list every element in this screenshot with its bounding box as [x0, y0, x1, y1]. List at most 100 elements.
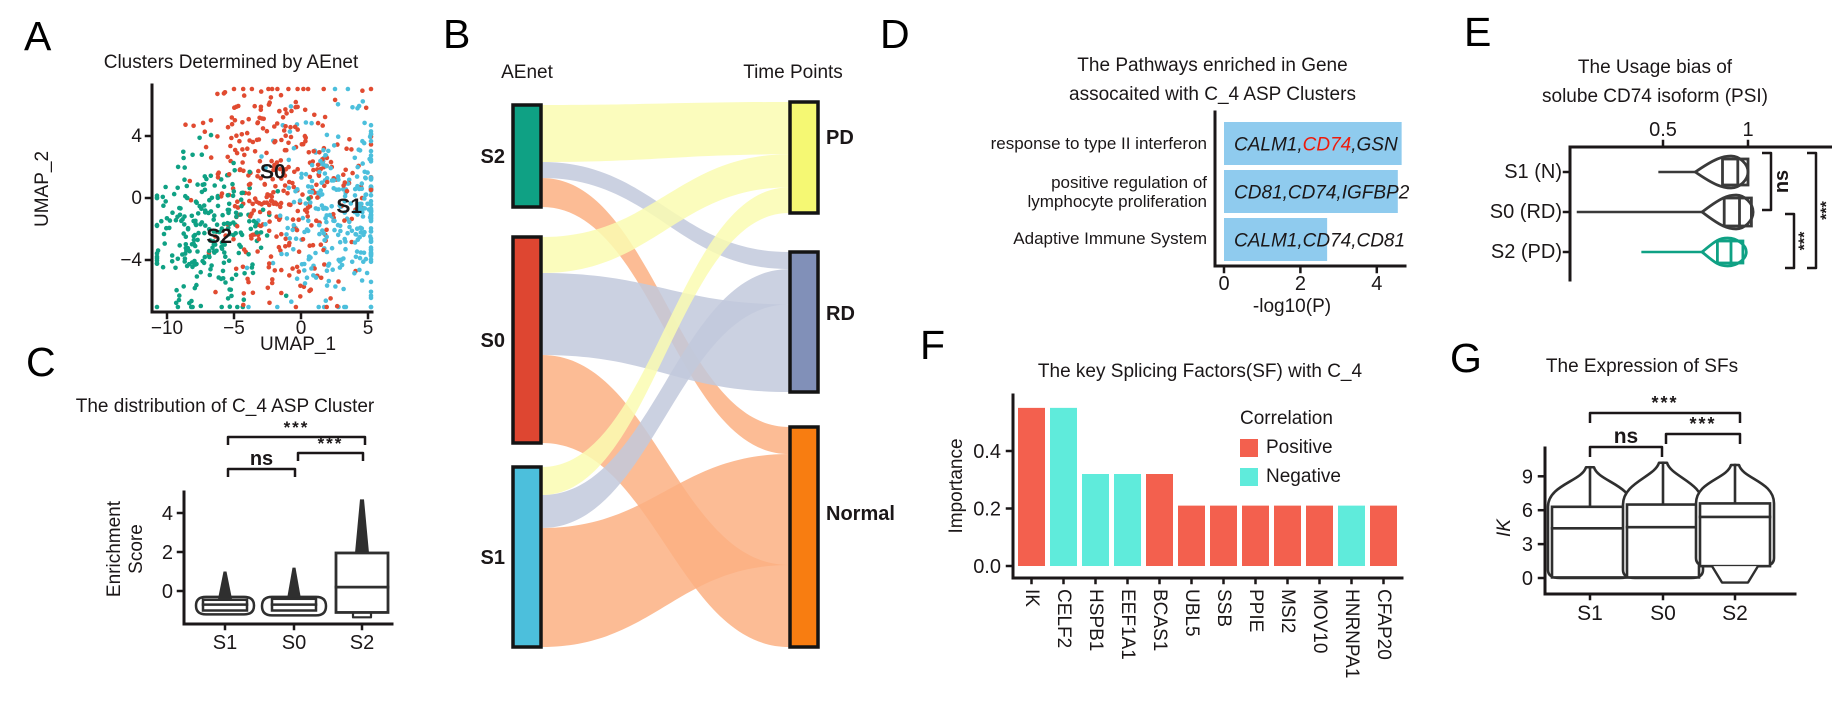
- scatter-point: [368, 259, 374, 265]
- scatter-point: [229, 293, 234, 299]
- scatter-point: [240, 190, 246, 196]
- scatter-point: [185, 227, 191, 232]
- scatter-point: [342, 180, 348, 185]
- scatter-point: [215, 134, 220, 139]
- scatter-point: [289, 108, 294, 114]
- positive-swatch: [1240, 439, 1258, 457]
- panel-f-ylabel: Importance: [946, 438, 967, 534]
- scatter-point: [203, 144, 209, 150]
- scatter-point: [324, 175, 330, 181]
- scatter-point: [208, 155, 214, 160]
- box-foot-g-s2: [1710, 565, 1760, 584]
- scatter-point: [182, 165, 187, 170]
- scatter-point: [367, 134, 373, 140]
- scatter-point: [270, 277, 275, 282]
- scatter-point: [262, 182, 268, 187]
- panel-a-x-tick-label: 5: [363, 318, 374, 339]
- panel-f-gene-label: CFAP20: [1373, 589, 1394, 660]
- scatter-point: [241, 302, 246, 308]
- scatter-point: [330, 267, 336, 273]
- scatter-point: [347, 137, 352, 142]
- scatter-point: [259, 154, 264, 159]
- scatter-point: [225, 220, 230, 226]
- sankey-node-label-rd: RD: [826, 303, 855, 325]
- scatter-point: [291, 199, 297, 205]
- scatter-point: [246, 173, 251, 178]
- scatter-point: [341, 256, 346, 261]
- scatter-point: [325, 263, 331, 268]
- pathway-label-2-line2: lymphocyte proliferation: [1027, 192, 1207, 211]
- panel-g-x-tick-label: S1: [1577, 602, 1603, 625]
- scatter-point: [333, 284, 338, 289]
- scatter-point: [338, 228, 343, 234]
- scatter-point: [309, 266, 314, 271]
- scatter-point: [305, 184, 311, 189]
- scatter-point: [357, 234, 363, 240]
- scatter-point: [238, 197, 244, 202]
- scatter-point: [154, 304, 160, 310]
- scatter-point: [198, 303, 204, 309]
- scatter-point: [154, 222, 160, 228]
- scatter-point: [257, 158, 263, 164]
- scatter-point: [350, 105, 355, 110]
- scatter-point: [276, 244, 282, 250]
- scatter-point: [361, 140, 367, 146]
- scatter-point: [291, 222, 297, 228]
- scatter-point: [321, 147, 326, 153]
- panel-a-x-tick-label: −5: [223, 318, 245, 339]
- scatter-point: [321, 86, 327, 92]
- scatter-point: [248, 233, 254, 239]
- scatter-point: [200, 258, 205, 264]
- scatter-point: [208, 132, 214, 138]
- scatter-point: [181, 155, 186, 161]
- scatter-point: [315, 162, 321, 168]
- pathway-label-1: response to type II interferon: [990, 134, 1207, 153]
- sankey-node-pd: [788, 100, 820, 215]
- scatter-point: [349, 259, 355, 265]
- scatter-point: [194, 274, 200, 279]
- scatter-point: [324, 132, 330, 138]
- scatter-point: [206, 248, 212, 254]
- scatter-point: [368, 209, 374, 215]
- scatter-point: [368, 247, 374, 253]
- scatter-point: [174, 287, 179, 293]
- scatter-point: [182, 222, 187, 227]
- sig-c-s0-s2-line: [296, 451, 365, 461]
- scatter-point: [290, 227, 296, 233]
- panel-d-x-tick-label: 4: [1371, 273, 1382, 295]
- scatter-point: [161, 231, 167, 237]
- scatter-point: [342, 210, 348, 215]
- scatter-point: [255, 120, 260, 126]
- scatter-point: [250, 270, 256, 276]
- scatter-point: [290, 217, 296, 222]
- scatter-point: [275, 189, 281, 194]
- scatter-point: [246, 304, 251, 310]
- scatter-point: [324, 234, 330, 240]
- scatter-point: [362, 206, 368, 211]
- scatter-point: [286, 86, 291, 92]
- scatter-point: [357, 255, 363, 261]
- scatter-point: [239, 203, 244, 209]
- scatter-point: [184, 183, 190, 189]
- scatter-point: [230, 193, 236, 199]
- violin-box-0: [1721, 157, 1750, 187]
- pathway-genes-3: CALM1,CD74,CD81: [1234, 231, 1405, 252]
- scatter-point: [343, 167, 349, 173]
- scatter-point: [277, 213, 283, 218]
- sig-e-s0-s2-line: [1785, 212, 1796, 270]
- panel-f-gene-label: CELF2: [1053, 589, 1074, 648]
- pathway-bar-1: [1224, 122, 1402, 165]
- scatter-point: [159, 218, 164, 224]
- scatter-point: [190, 152, 195, 158]
- sig-e-s1-s2-label: ***: [1819, 200, 1832, 219]
- scatter-point: [240, 160, 245, 165]
- scatter-point: [181, 284, 186, 289]
- scatter-point: [154, 254, 160, 260]
- scatter-point: [264, 128, 270, 134]
- scatter-point: [173, 265, 178, 271]
- scatter-point: [368, 175, 374, 180]
- scatter-point: [308, 255, 313, 260]
- scatter-point: [342, 236, 348, 242]
- scatter-point: [249, 211, 254, 216]
- sankey-flow-s1-normal: [542, 454, 789, 647]
